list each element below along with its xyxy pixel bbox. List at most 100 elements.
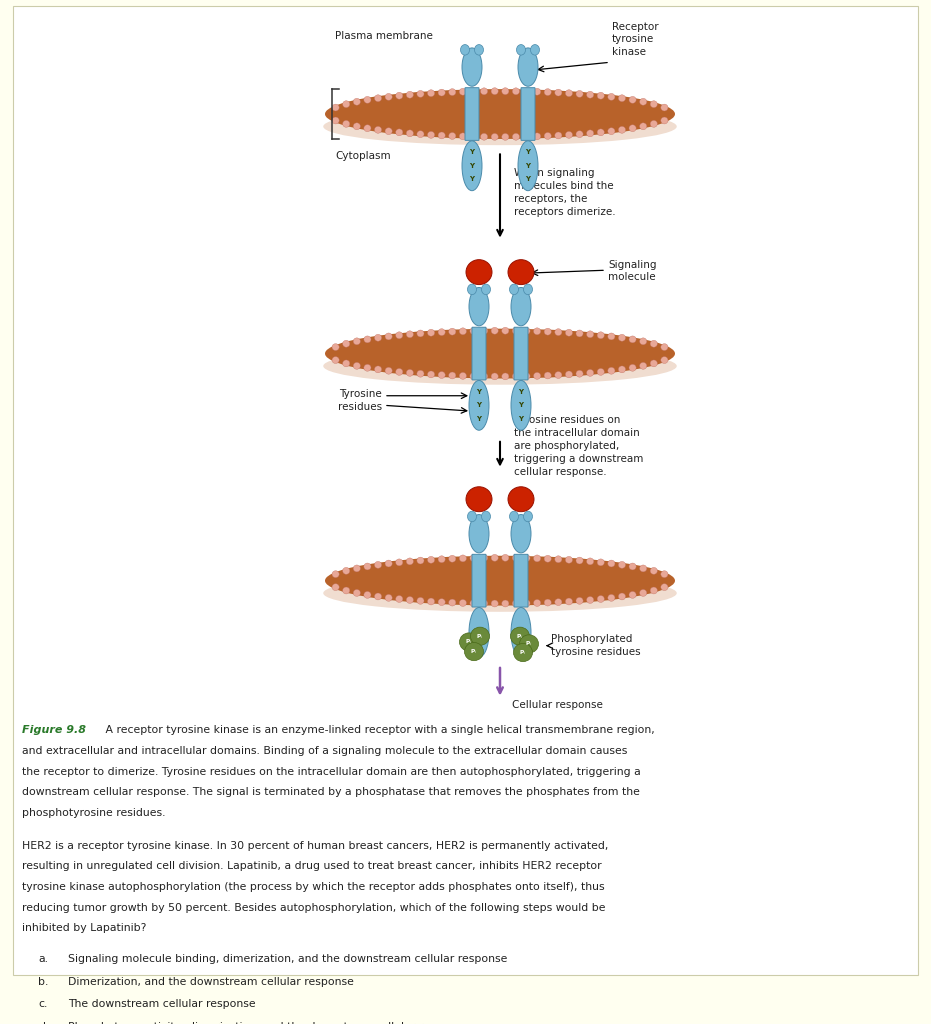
Circle shape [343,360,350,367]
Circle shape [470,555,477,561]
Circle shape [608,128,615,134]
Ellipse shape [462,48,482,86]
Circle shape [618,334,626,341]
Circle shape [533,555,541,562]
Circle shape [406,130,413,137]
Circle shape [427,371,435,378]
Circle shape [332,570,339,578]
Circle shape [364,336,371,343]
Text: P$_i$: P$_i$ [519,648,527,657]
Circle shape [364,125,371,132]
Text: P$_i$: P$_i$ [525,639,533,648]
Ellipse shape [518,141,538,190]
Circle shape [385,128,392,134]
Circle shape [502,600,509,607]
Text: Cytoplasm: Cytoplasm [335,152,391,161]
Circle shape [544,132,551,139]
Circle shape [459,599,466,606]
Circle shape [459,133,466,139]
Circle shape [396,596,403,602]
Ellipse shape [511,380,531,430]
Circle shape [523,600,530,606]
Circle shape [470,600,477,606]
Circle shape [417,90,424,97]
Circle shape [406,370,413,376]
Circle shape [396,129,403,136]
Circle shape [460,633,479,651]
Circle shape [502,88,509,94]
Circle shape [555,556,562,563]
Circle shape [608,333,615,340]
Circle shape [514,643,533,662]
Circle shape [629,336,636,343]
Text: reducing tumor growth by 50 percent. Besides autophosphorylation, which of the f: reducing tumor growth by 50 percent. Bes… [22,902,605,912]
Circle shape [650,360,657,367]
Circle shape [427,90,435,96]
FancyBboxPatch shape [521,88,535,140]
Circle shape [502,554,509,561]
Circle shape [449,329,456,335]
FancyBboxPatch shape [472,328,486,380]
Circle shape [385,333,392,340]
Circle shape [544,89,551,95]
Circle shape [565,371,573,378]
Circle shape [353,98,360,105]
Circle shape [629,563,636,570]
Circle shape [439,556,445,563]
Circle shape [608,560,615,567]
Circle shape [343,100,350,108]
Circle shape [576,371,583,377]
Text: Y: Y [477,389,481,395]
Circle shape [510,627,530,645]
Circle shape [491,600,498,607]
Circle shape [396,332,403,339]
Circle shape [555,132,562,139]
Ellipse shape [509,511,519,522]
Text: Y: Y [469,163,475,169]
Circle shape [650,567,657,574]
Circle shape [661,344,668,350]
Text: d.: d. [38,1022,48,1024]
Circle shape [512,600,519,607]
Circle shape [523,373,530,380]
Text: Signaling
molecule: Signaling molecule [608,260,656,283]
Circle shape [364,96,371,103]
Circle shape [364,365,371,372]
Circle shape [555,599,562,605]
Circle shape [661,117,668,124]
Circle shape [555,89,562,96]
Text: P$_i$: P$_i$ [466,638,473,646]
Circle shape [385,560,392,567]
Circle shape [417,371,424,377]
Circle shape [374,126,382,133]
Text: P$_i$: P$_i$ [477,632,484,641]
FancyBboxPatch shape [465,88,479,140]
Text: Y: Y [525,163,531,169]
Circle shape [470,88,477,95]
Text: c.: c. [38,999,47,1010]
Ellipse shape [467,511,477,522]
Circle shape [364,563,371,570]
Text: inhibited by Lapatinib?: inhibited by Lapatinib? [22,923,146,933]
Circle shape [427,598,435,605]
Circle shape [565,90,573,96]
Text: Y: Y [519,402,523,409]
FancyBboxPatch shape [514,328,528,380]
Circle shape [385,594,392,601]
Circle shape [374,593,382,600]
Circle shape [565,330,573,336]
Circle shape [332,104,339,111]
Circle shape [480,554,488,561]
Text: Phosphorylated
tyrosine residues: Phosphorylated tyrosine residues [551,635,641,656]
Text: Figure 9.8: Figure 9.8 [22,725,86,735]
Circle shape [597,92,604,99]
Circle shape [374,366,382,373]
Circle shape [629,365,636,372]
Circle shape [512,328,519,334]
Text: HER2 is a receptor tyrosine kinase. In 30 percent of human breast cancers, HER2 : HER2 is a receptor tyrosine kinase. In 3… [22,841,608,851]
Circle shape [597,559,604,566]
Circle shape [533,599,541,606]
Ellipse shape [323,574,677,611]
Circle shape [597,332,604,339]
Circle shape [480,133,488,140]
